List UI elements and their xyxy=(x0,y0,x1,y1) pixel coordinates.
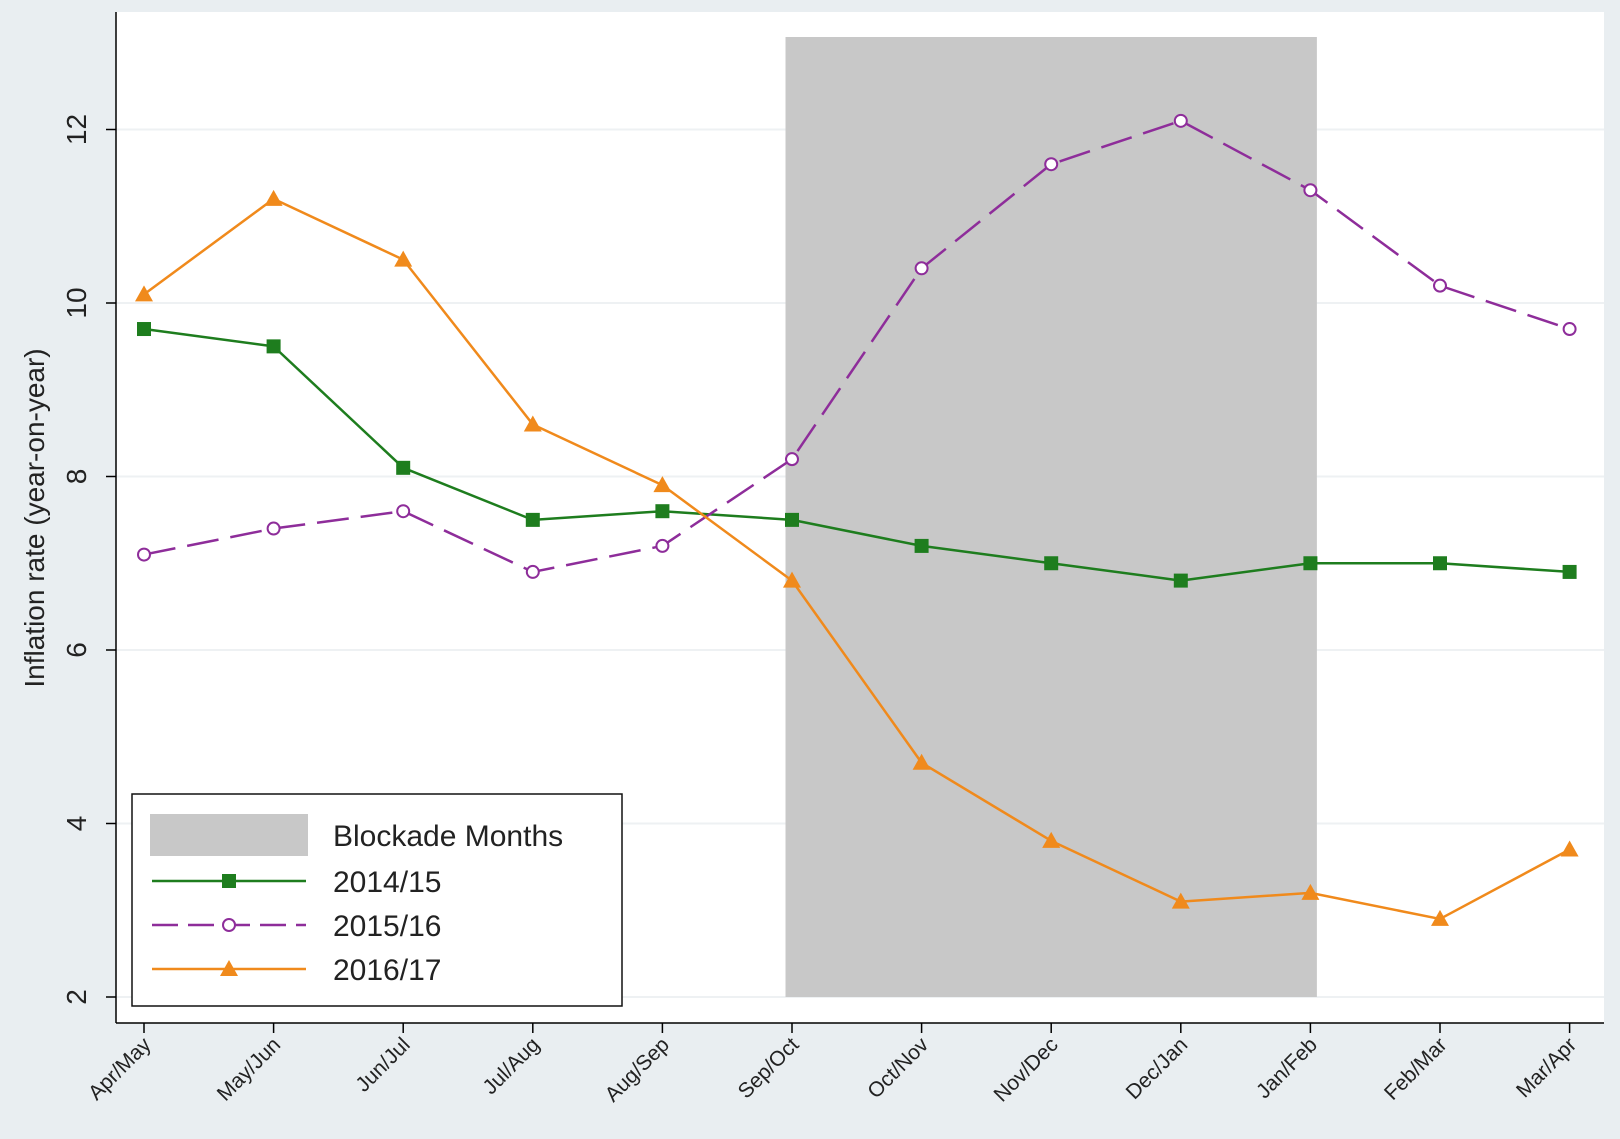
x-axis-ticks: Apr/May May/Jun Jun/Jul Jul/Aug Aug/Sep Sep/O… xyxy=(84,1023,1581,1107)
point-2014-15-may-jun xyxy=(266,339,281,354)
x-tick-label-nov-dec: Nov/Dec xyxy=(990,1033,1063,1106)
point-2014-15-mar-apr xyxy=(1562,564,1577,579)
x-tick-label-aug-sep: Aug/Sep xyxy=(601,1033,674,1106)
y-tick-label-4: 4 xyxy=(61,816,92,832)
x-tick-label-jan-feb: Jan/Feb xyxy=(1252,1033,1322,1103)
point-2015-16-jul-aug xyxy=(525,564,540,579)
point-2014-15-dec-jan xyxy=(1173,573,1188,588)
point-2015-16-feb-mar xyxy=(1433,278,1447,293)
point-2015-16-may-jun xyxy=(266,521,281,536)
point-2014-15-oct-nov xyxy=(914,538,929,553)
y-tick-label-2: 2 xyxy=(61,989,92,1005)
point-2014-15-jun-jul xyxy=(396,460,411,475)
legend-label-2016-17: 2016/17 xyxy=(333,954,441,987)
point-2016-17-oct-nov xyxy=(912,753,931,770)
x-tick-label-oct-nov: Oct/Nov xyxy=(863,1033,933,1103)
point-2016-17-sep-oct xyxy=(783,571,801,588)
legend-label-blockade-months: Blockade Months xyxy=(333,820,563,853)
series-line-2014-15 xyxy=(143,327,1570,582)
point-2014-15-nov-dec xyxy=(1044,556,1059,571)
series-line-2016-17 xyxy=(143,197,1571,921)
point-2014-15-aug-sep xyxy=(655,504,670,519)
point-2016-17-nov-dec xyxy=(1042,831,1061,848)
point-2016-17-jan-feb xyxy=(1301,883,1320,900)
series-2014-15 xyxy=(137,322,1577,588)
y-tick-label-6: 6 xyxy=(61,642,92,658)
x-tick-label-mar-apr: Mar/Apr xyxy=(1512,1033,1581,1102)
legend-marker-2015-16 xyxy=(222,918,236,932)
x-tick-label-may-jun: May/Jun xyxy=(213,1033,285,1105)
y-tick-label-8: 8 xyxy=(61,469,92,485)
series-2016-17 xyxy=(135,189,1579,926)
point-2015-16-jun-jul xyxy=(396,504,411,519)
point-2016-17-feb-mar xyxy=(1431,909,1449,926)
x-tick-label-apr-may: Apr/May xyxy=(84,1033,156,1105)
point-2014-15-jan-feb xyxy=(1303,556,1318,571)
series-2015-16 xyxy=(137,113,1577,579)
blockade-shaded-region xyxy=(785,37,1317,997)
x-tick-label-sep-oct: Sep/Oct xyxy=(734,1033,804,1103)
y-axis-label: Inflation rate (year-on-year) xyxy=(19,348,50,687)
point-2016-17-mar-apr xyxy=(1560,840,1579,857)
point-2014-15-sep-oct xyxy=(785,512,799,527)
x-tick-label-feb-mar: Feb/Mar xyxy=(1380,1033,1452,1105)
point-2016-17-jul-aug xyxy=(523,415,542,432)
point-2015-16-oct-nov xyxy=(914,261,929,276)
y-tick-label-12: 12 xyxy=(61,114,92,145)
point-2016-17-jun-jul xyxy=(394,250,413,267)
y-axis-ticks: 2 4 6 8 10 12 xyxy=(61,114,116,1005)
point-2014-15-apr-may xyxy=(137,322,151,337)
legend: Blockade Months 2014/15 2015/16 2016/17 xyxy=(131,793,623,1007)
x-tick-label-jun-jul: Jun/Jul xyxy=(351,1033,414,1096)
point-2015-16-aug-sep xyxy=(655,538,670,553)
point-2016-17-may-jun xyxy=(264,189,283,206)
x-tick-label-dec-jan: Dec/Jan xyxy=(1122,1033,1193,1104)
series-line-2015-16 xyxy=(143,119,1570,574)
legend-label-2014-15: 2014/15 xyxy=(333,866,441,899)
point-2015-16-dec-jan xyxy=(1173,113,1188,128)
point-2015-16-jan-feb xyxy=(1303,183,1318,198)
y-tick-label-10: 10 xyxy=(61,287,92,318)
point-2015-16-mar-apr xyxy=(1562,322,1577,337)
point-2015-16-nov-dec xyxy=(1044,157,1059,172)
point-2016-17-apr-may xyxy=(135,285,153,302)
legend-box xyxy=(131,793,623,1007)
point-2014-15-feb-mar xyxy=(1433,556,1447,571)
legend-swatch-blockade-months xyxy=(150,814,308,856)
x-tick-label-jul-aug: Jul/Aug xyxy=(479,1033,545,1099)
legend-marker-2016-17 xyxy=(220,960,238,976)
legend-label-2015-16: 2015/16 xyxy=(333,910,441,943)
point-2014-15-jul-aug xyxy=(525,512,540,527)
point-2015-16-sep-oct xyxy=(785,452,799,467)
point-2016-17-aug-sep xyxy=(653,476,672,493)
point-2015-16-apr-may xyxy=(137,547,151,562)
point-2016-17-dec-jan xyxy=(1171,892,1190,909)
legend-marker-2014-15 xyxy=(222,874,236,888)
series-layer xyxy=(135,113,1579,926)
